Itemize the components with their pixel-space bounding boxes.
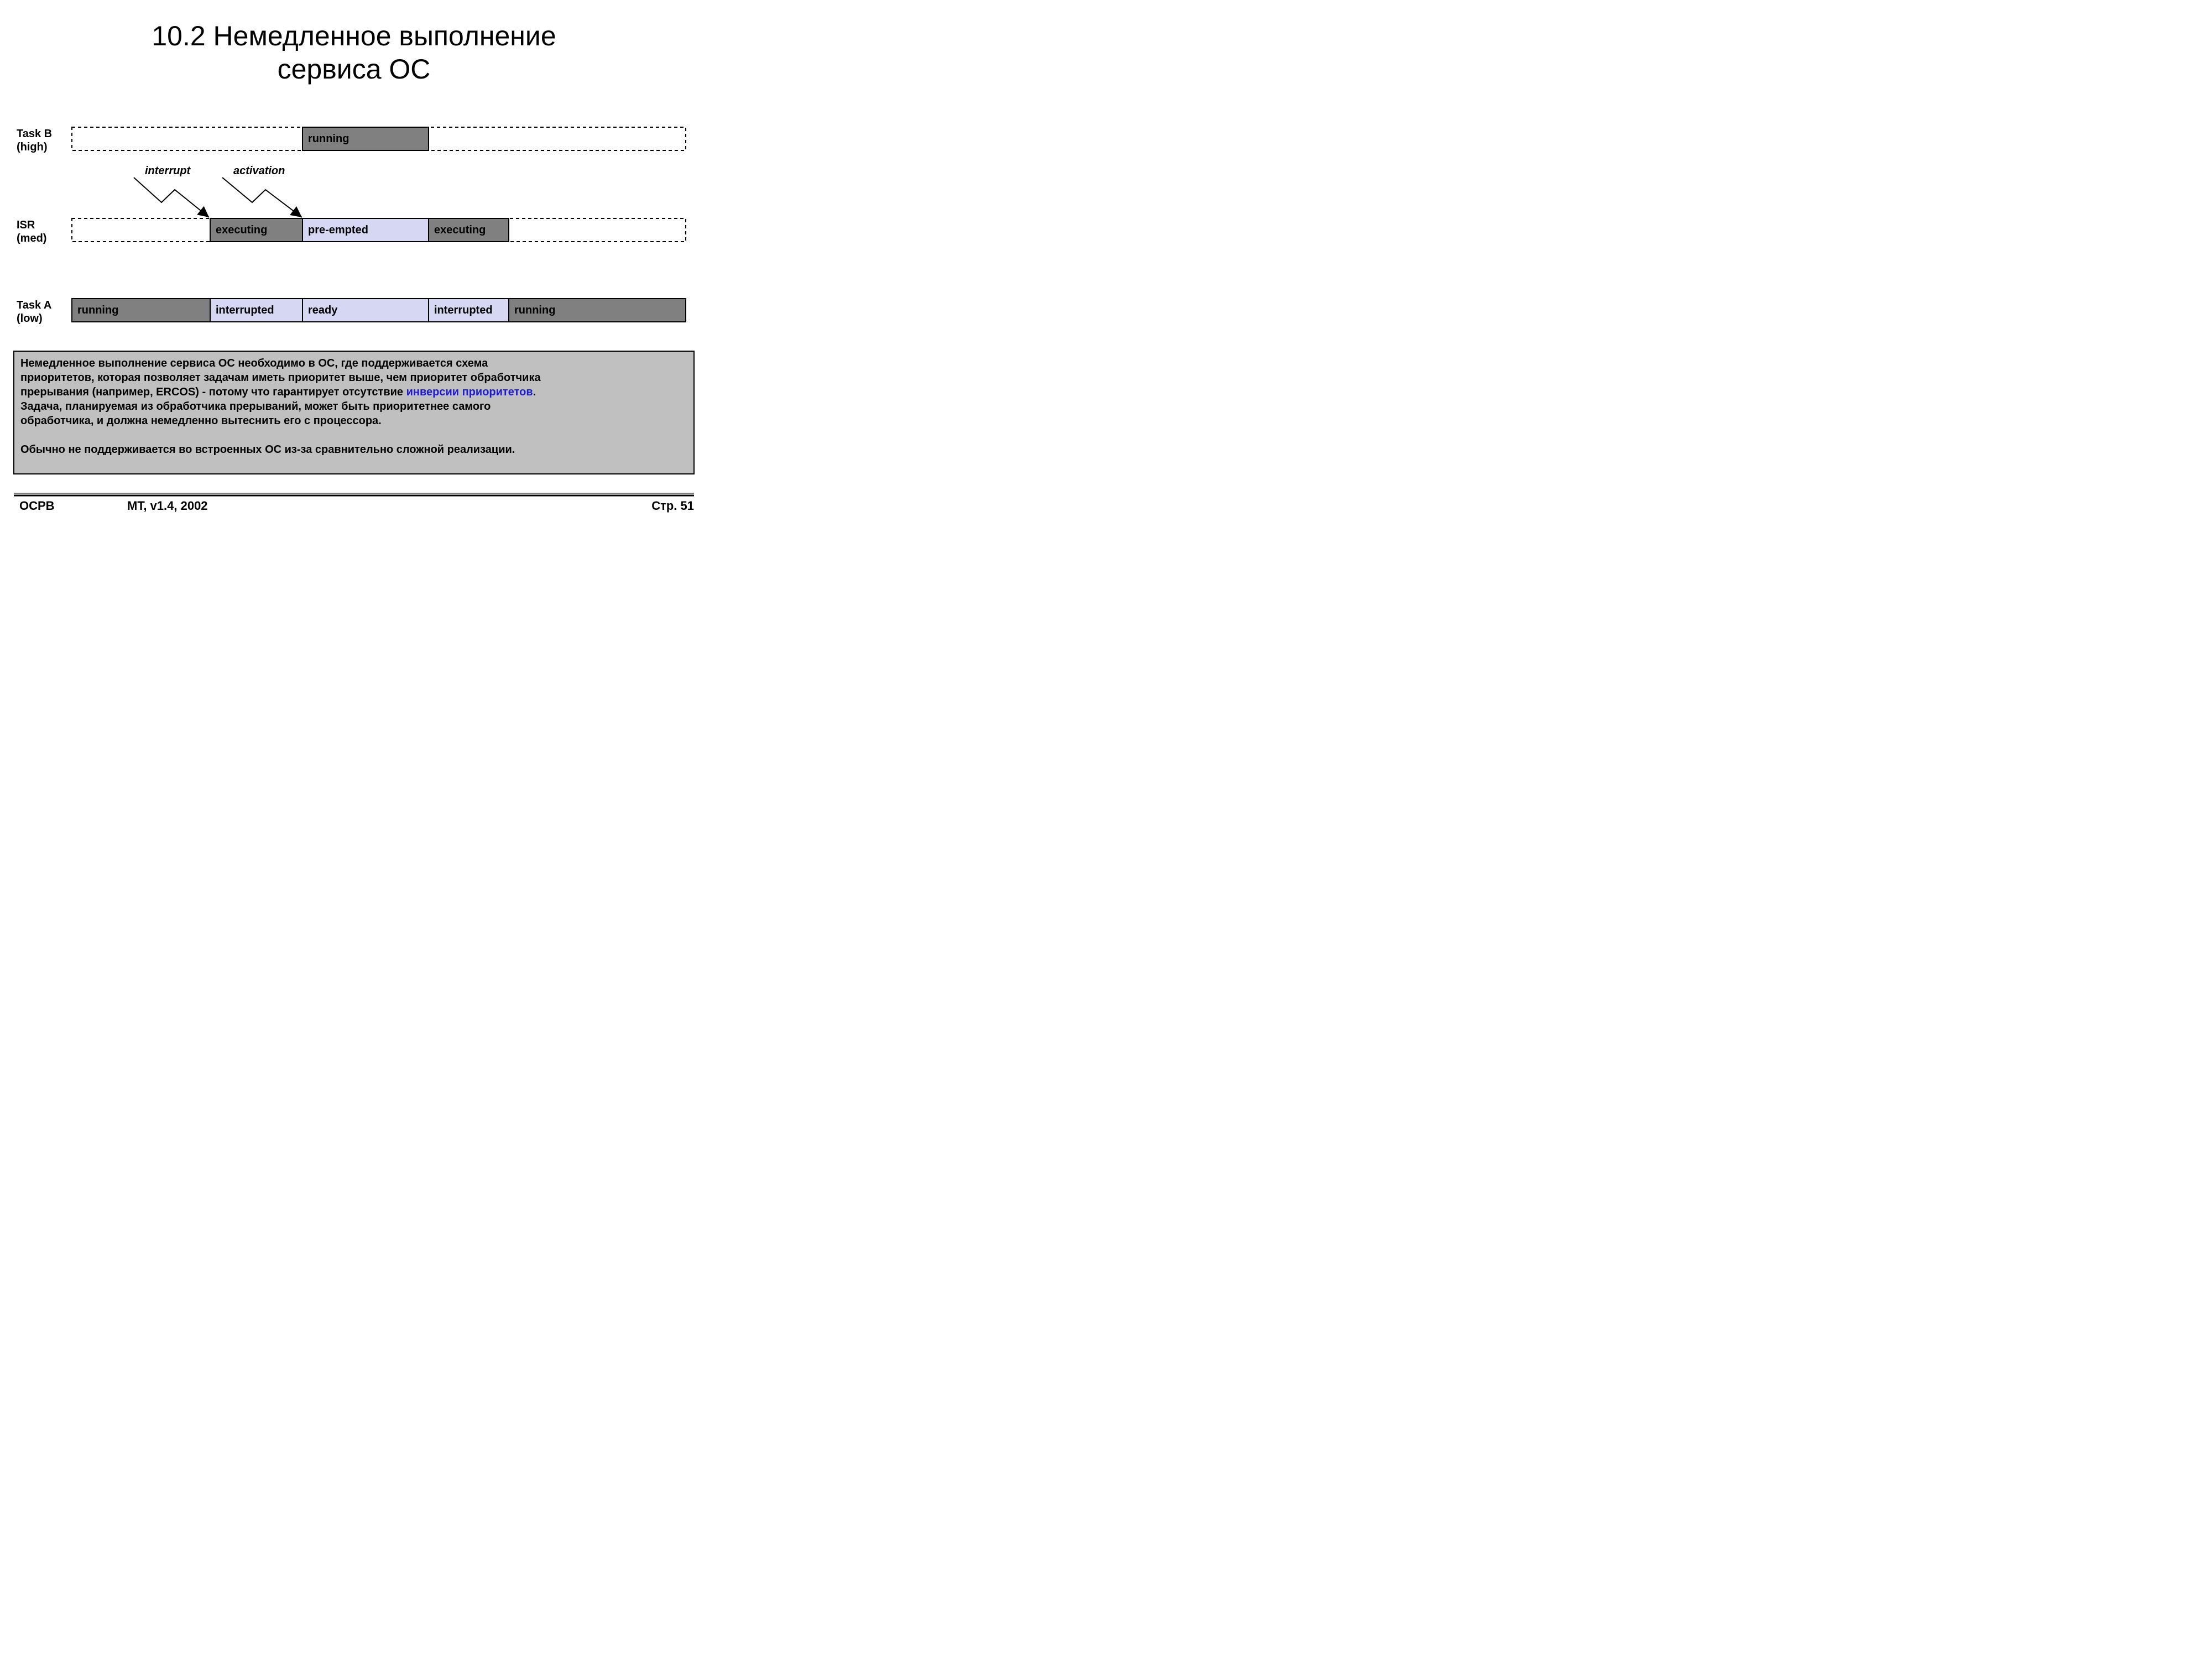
title-line-2: сервиса ОС xyxy=(278,54,431,85)
title-line-1: 10.2 Немедленное выполнение xyxy=(152,20,556,51)
activation-label: activation xyxy=(233,165,285,177)
footer-center: MT, v1.4, 2002 xyxy=(127,499,208,513)
seg-label-isr-0: executing xyxy=(216,224,267,236)
row-label-task-a-0: Task A xyxy=(17,299,51,311)
desc-line-2: прерывания (например, ERCOS) - потому чт… xyxy=(20,386,536,398)
desc-line-1: приоритетов, которая позволяет задачам и… xyxy=(20,372,541,384)
slide: 10.2 Немедленное выполнениесервиса ОС Tas… xyxy=(0,0,708,531)
desc-line-4: обработчика, и должна немедленно вытесни… xyxy=(20,415,382,427)
row-label-task-b-0: Task B xyxy=(17,128,52,140)
footer-right: Стр. 51 xyxy=(651,499,694,513)
footer-left: ОСРВ xyxy=(19,499,55,513)
row-label-task-a-1: (low) xyxy=(17,312,43,325)
row-label-isr-1: (med) xyxy=(17,232,46,244)
row-label-isr-0: ISR xyxy=(17,219,35,231)
desc-line-3: Задача, планируемая из обработчика преры… xyxy=(20,400,491,413)
desc-line-0: Немедленное выполнение сервиса ОС необхо… xyxy=(20,357,488,369)
seg-label-task-a-0: running xyxy=(77,304,118,316)
desc-line-6: Обычно не поддерживается во встроенных О… xyxy=(20,444,515,456)
seg-label-task-a-3: interrupted xyxy=(434,304,493,316)
seg-label-isr-1: pre-empted xyxy=(308,224,368,236)
seg-label-task-a-2: ready xyxy=(308,304,338,316)
seg-label-task-a-4: running xyxy=(514,304,555,316)
row-label-task-b-1: (high) xyxy=(17,141,48,153)
interrupt-label: interrupt xyxy=(145,165,191,177)
seg-label-task-b-0: running xyxy=(308,133,349,145)
seg-label-task-a-1: interrupted xyxy=(216,304,274,316)
seg-label-isr-2: executing xyxy=(434,224,486,236)
